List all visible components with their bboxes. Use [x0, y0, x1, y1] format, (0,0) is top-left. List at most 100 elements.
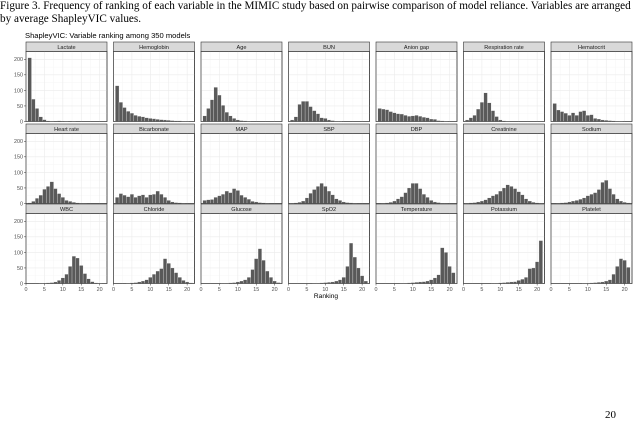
bar-chloride-rank-15	[166, 263, 171, 284]
bar-dbp-rank-8	[403, 192, 408, 204]
bar-glucose-rank-20	[272, 280, 277, 284]
x-tick-label: 20	[534, 287, 540, 293]
x-tick-label: 10	[585, 287, 591, 293]
bar-bicarbonate-rank-12	[155, 190, 160, 204]
bar-anion-gap-rank-16	[432, 119, 437, 122]
bar-sbp-rank-14	[338, 200, 343, 204]
x-tick-label: 10	[410, 287, 416, 293]
bar-wbc-rank-15	[79, 265, 84, 284]
bar-creatinine-rank-14	[513, 188, 518, 204]
bar-dbp-rank-11	[414, 183, 419, 204]
bar-chloride-rank-9	[144, 279, 149, 284]
bar-creatinine-rank-6	[483, 199, 488, 204]
x-tick-label: 20	[359, 287, 365, 293]
bar-respiration-rate-rank-5	[479, 102, 484, 122]
bar-bicarbonate-rank-5	[129, 194, 134, 204]
bar-sodium-rank-13	[596, 189, 601, 204]
bar-creatinine-rank-12	[505, 184, 510, 204]
facet-strip	[25, 123, 108, 134]
bar-glucose-rank-18	[265, 270, 270, 284]
bar-hematocrit-rank-2	[556, 109, 561, 122]
y-tick-label: 50	[17, 266, 23, 272]
bar-bun-rank-2	[293, 116, 298, 122]
bar-wbc-rank-14	[75, 257, 80, 284]
bar-respiration-rate-rank-9	[494, 116, 499, 122]
bar-hematocrit-rank-1	[552, 103, 557, 122]
bar-anion-gap-rank-1	[377, 108, 382, 122]
facet-label: SpO2	[322, 207, 336, 213]
bar-dbp-rank-10	[410, 183, 415, 204]
facet-label: Anion gap	[404, 45, 429, 51]
bar-creatinine-rank-18	[527, 200, 532, 204]
bar-lactate-rank-2	[31, 98, 36, 122]
bar-anion-gap-rank-10	[410, 115, 415, 122]
facet-strip	[550, 123, 633, 134]
bar-map-rank-12	[243, 197, 248, 204]
bar-map-rank-3	[210, 199, 215, 204]
bar-age-rank-1	[202, 115, 207, 122]
bar-respiration-rate-rank-6	[483, 92, 488, 122]
facet-strip	[375, 123, 458, 134]
bar-anion-gap-rank-8	[403, 115, 408, 122]
bar-bicarbonate-rank-8	[140, 194, 145, 204]
bar-bicarbonate-rank-14	[163, 197, 168, 204]
bar-wbc-rank-16	[82, 273, 87, 284]
bar-heart-rate-rank-6	[46, 186, 51, 204]
bar-hematocrit-rank-7	[574, 115, 579, 122]
bar-dbp-rank-7	[399, 196, 404, 204]
x-tick-label: 10	[235, 287, 241, 293]
bar-spo2-rank-13	[334, 280, 339, 284]
bar-hematocrit-rank-3	[560, 111, 565, 122]
bar-glucose-rank-17	[261, 260, 266, 284]
x-tick-label: 20	[184, 287, 190, 293]
facet-dbp: DBP	[375, 123, 458, 204]
bar-respiration-rate-rank-2	[468, 117, 473, 122]
bar-bicarbonate-rank-7	[137, 195, 142, 204]
facet-strip	[288, 41, 370, 52]
bar-potassium-rank-20	[535, 261, 540, 284]
x-tick-label: 10	[322, 287, 328, 293]
bar-temperature-rank-15	[429, 279, 434, 284]
bar-anion-gap-rank-2	[381, 108, 386, 122]
facet-label: SBP	[323, 127, 334, 133]
facet-bun: BUN	[288, 41, 370, 122]
x-tick-label: 0	[375, 287, 378, 293]
bar-heart-rate-rank-9	[57, 193, 62, 204]
bar-hematocrit-rank-5	[567, 115, 572, 122]
bar-dbp-rank-14	[425, 197, 430, 204]
bar-sodium-rank-14	[600, 182, 605, 204]
facet-potassium: Potassium 0 5 10 15 20	[462, 203, 545, 293]
bar-spo2-rank-20	[360, 275, 365, 284]
bar-creatinine-rank-9	[494, 194, 499, 204]
x-tick-label: 20	[622, 287, 628, 293]
y-tick-label: 150	[14, 155, 23, 161]
bar-wbc-rank-11	[64, 274, 69, 284]
bar-bicarbonate-rank-13	[159, 194, 164, 204]
facet-strip	[200, 123, 283, 134]
bar-anion-gap-rank-15	[429, 118, 434, 122]
bar-chloride-rank-18	[177, 277, 182, 284]
x-tick-label: 15	[341, 287, 347, 293]
bar-sodium-rank-15	[604, 180, 609, 204]
panel-background	[25, 213, 108, 284]
bar-sodium-rank-8	[578, 199, 583, 204]
bar-anion-gap-rank-9	[407, 116, 412, 122]
facet-label: WBC	[60, 207, 73, 213]
facet-heart-rate: Heart rate 0 50 100 150 200	[14, 123, 108, 207]
bar-sodium-rank-9	[582, 197, 587, 204]
facet-creatinine: Creatinine	[463, 123, 545, 204]
bar-anion-gap-rank-4	[388, 111, 393, 122]
bar-respiration-rate-rank-4	[476, 108, 481, 122]
panel-background	[550, 133, 633, 204]
bar-age-rank-8	[228, 115, 233, 122]
bar-bicarbonate-rank-3	[122, 194, 127, 204]
bar-glucose-rank-14	[250, 269, 255, 284]
bar-sodium-rank-7	[574, 200, 579, 204]
bar-chloride-rank-12	[155, 270, 160, 284]
bar-platelet-rank-19	[618, 258, 623, 284]
facet-strip	[375, 41, 458, 52]
x-tick-label: 5	[130, 287, 133, 293]
facet-label: Hemoglobin	[139, 45, 169, 51]
facet-label: Respiration rate	[484, 45, 524, 51]
